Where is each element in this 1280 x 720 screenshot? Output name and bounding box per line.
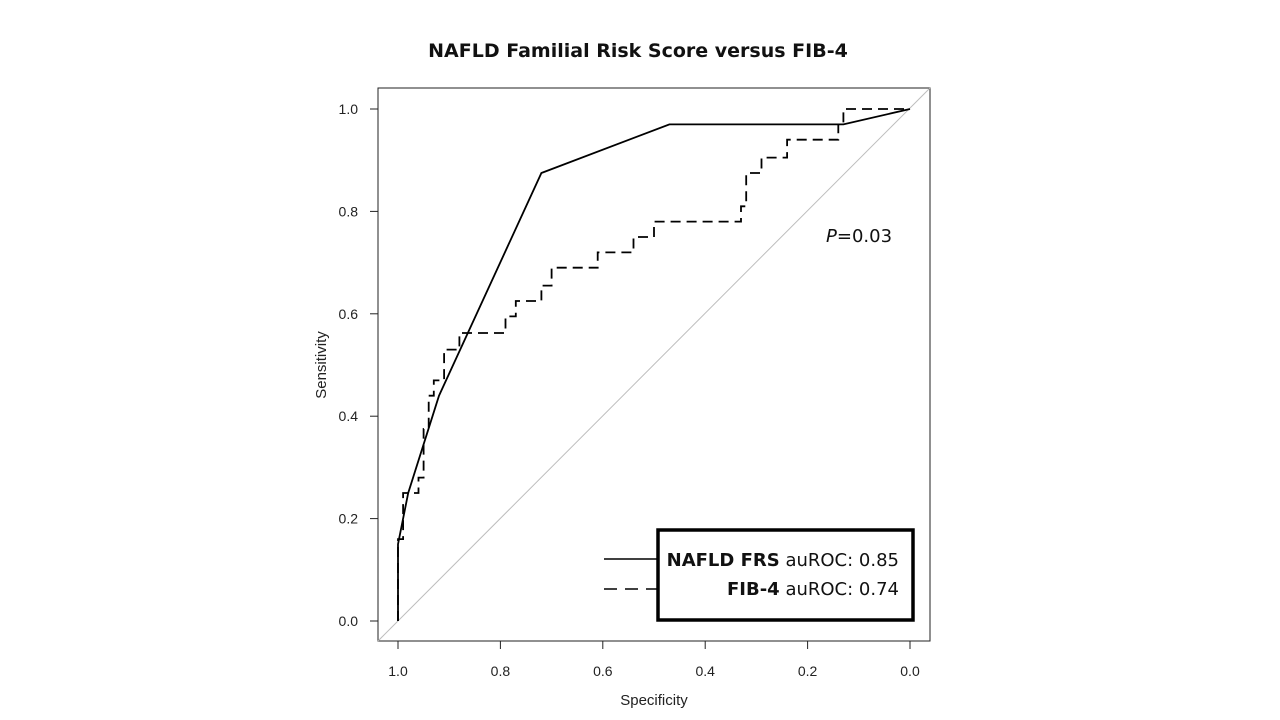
x-tick-label: 0.8: [491, 663, 511, 679]
y-axis-label: Sensitivity: [313, 331, 330, 399]
x-tick-label: 0.2: [798, 663, 818, 679]
y-tick-label: 0.8: [339, 203, 359, 219]
y-tick-label: 0.4: [339, 408, 359, 424]
y-axis: 0.0 0.2 0.4 0.6 0.8 1.0: [339, 101, 379, 629]
x-axis: 1.0 0.8 0.6 0.4 0.2 0.0: [388, 640, 920, 679]
x-tick-label: 0.6: [593, 663, 613, 679]
y-tick-label: 0.6: [339, 306, 359, 322]
y-tick-label: 0.2: [339, 511, 359, 527]
reference-diagonal-line: [377, 87, 931, 642]
p-value-symbol: P: [826, 226, 837, 247]
legend-entry-fib4-bold: FIB-4: [727, 579, 780, 600]
legend-entry-fib4: FIB-4 auROC: 0.74: [727, 579, 899, 600]
legend-entry-nafld-frs-text: auROC: 0.85: [780, 550, 899, 571]
series-layer: [397, 108, 911, 621]
x-tick-label: 0.0: [900, 663, 920, 679]
legend-entry-nafld-frs-bold: NAFLD FRS: [667, 550, 780, 571]
series-line-nafld-frs: [397, 108, 911, 621]
y-tick-label: 0.0: [339, 613, 359, 629]
x-tick-label: 0.4: [695, 663, 715, 679]
y-tick-label: 1.0: [339, 101, 359, 117]
legend-entry-fib4-text: auROC: 0.74: [780, 579, 899, 600]
legend: NAFLD FRS auROC: 0.85 FIB-4 auROC: 0.74: [604, 528, 915, 622]
x-axis-label: Specificity: [620, 692, 688, 709]
series-line-fib-4: [397, 108, 910, 621]
p-value-annotation: P=0.03: [826, 226, 892, 247]
legend-box: [656, 528, 915, 622]
legend-entry-nafld-frs: NAFLD FRS auROC: 0.85: [667, 550, 899, 571]
chart-title: NAFLD Familial Risk Score versus FIB-4: [428, 40, 848, 62]
x-tick-label: 1.0: [388, 663, 408, 679]
p-value-text: =0.03: [837, 226, 892, 247]
